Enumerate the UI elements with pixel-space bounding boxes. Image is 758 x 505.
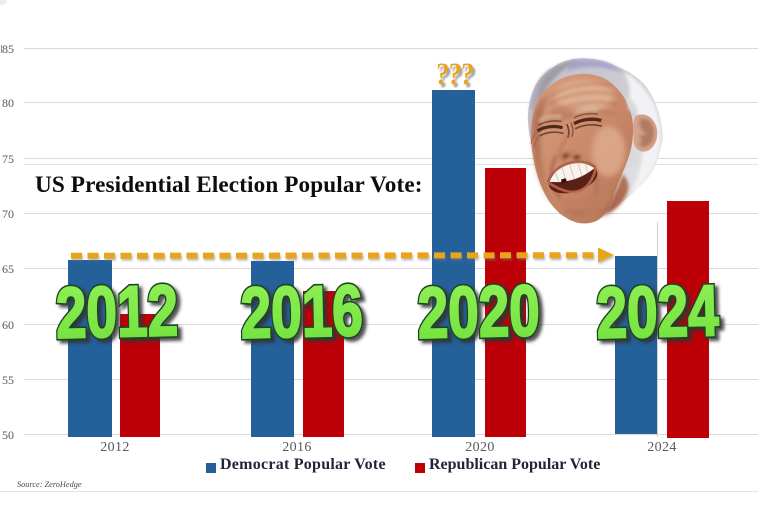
svg-text:2012: 2012 bbox=[55, 270, 179, 354]
svg-text:2016: 2016 bbox=[240, 270, 364, 354]
svg-text:2024: 2024 bbox=[596, 270, 720, 354]
svg-text:2024: 2024 bbox=[596, 270, 720, 354]
svg-text:2012: 2012 bbox=[55, 270, 179, 354]
svg-text:2020: 2020 bbox=[417, 270, 541, 354]
svg-text:2016: 2016 bbox=[240, 270, 364, 354]
svg-text:2020: 2020 bbox=[417, 270, 541, 354]
